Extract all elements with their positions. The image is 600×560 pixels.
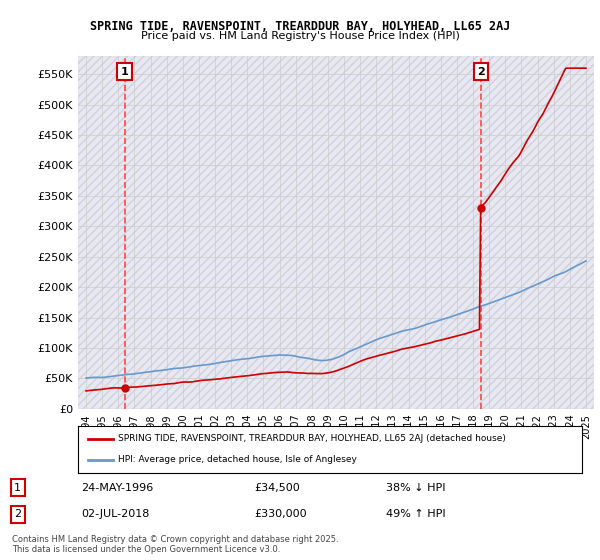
Text: SPRING TIDE, RAVENSPOINT, TREARDDUR BAY, HOLYHEAD, LL65 2AJ (detached house): SPRING TIDE, RAVENSPOINT, TREARDDUR BAY,… (118, 435, 506, 444)
Text: Price paid vs. HM Land Registry's House Price Index (HPI): Price paid vs. HM Land Registry's House … (140, 31, 460, 41)
Text: 2: 2 (14, 509, 22, 519)
Text: 02-JUL-2018: 02-JUL-2018 (81, 509, 149, 519)
Text: Contains HM Land Registry data © Crown copyright and database right 2025.
This d: Contains HM Land Registry data © Crown c… (12, 535, 338, 554)
Text: 38% ↓ HPI: 38% ↓ HPI (386, 483, 446, 493)
Text: £330,000: £330,000 (254, 509, 307, 519)
Text: 2: 2 (477, 67, 485, 77)
Text: 24-MAY-1996: 24-MAY-1996 (81, 483, 154, 493)
Text: 1: 1 (121, 67, 128, 77)
Text: £34,500: £34,500 (254, 483, 299, 493)
Text: HPI: Average price, detached house, Isle of Anglesey: HPI: Average price, detached house, Isle… (118, 455, 357, 464)
Text: 1: 1 (14, 483, 21, 493)
Text: 49% ↑ HPI: 49% ↑ HPI (386, 509, 446, 519)
Text: SPRING TIDE, RAVENSPOINT, TREARDDUR BAY, HOLYHEAD, LL65 2AJ: SPRING TIDE, RAVENSPOINT, TREARDDUR BAY,… (90, 20, 510, 32)
